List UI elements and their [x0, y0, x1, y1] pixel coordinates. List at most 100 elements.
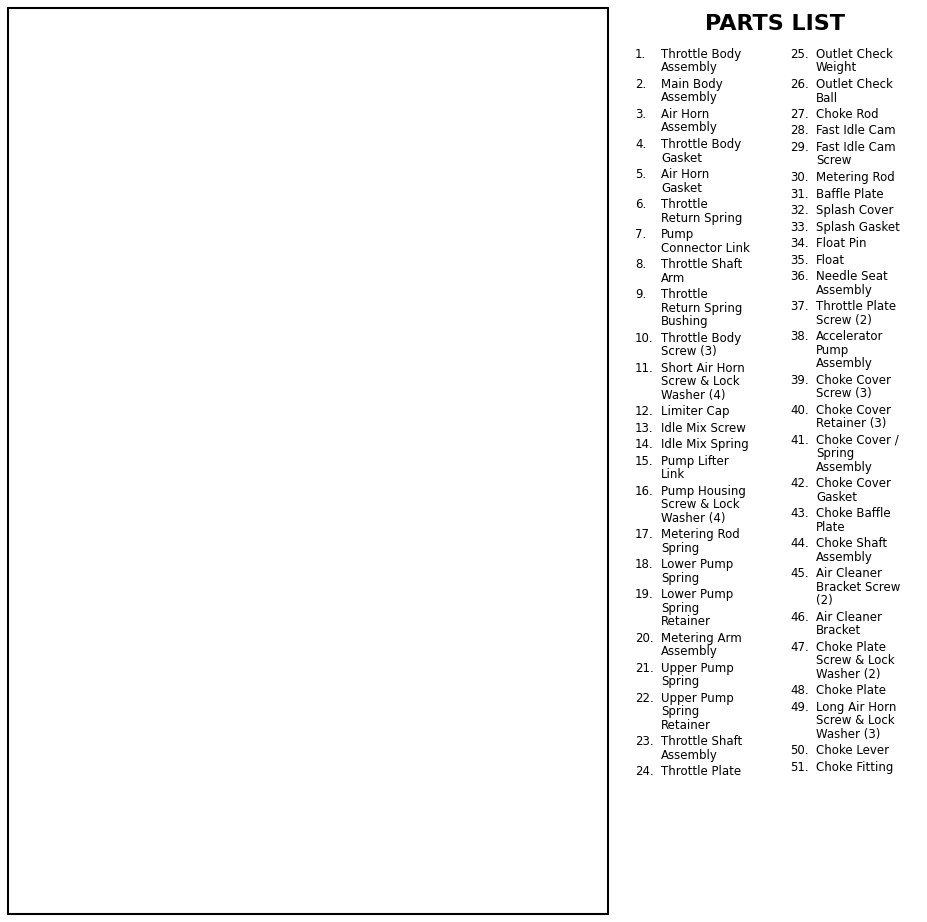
- Text: 2.: 2.: [634, 78, 645, 91]
- Text: Assembly: Assembly: [660, 749, 717, 762]
- Text: 23.: 23.: [634, 735, 653, 748]
- Text: Link: Link: [660, 468, 684, 481]
- Text: 22.: 22.: [634, 692, 653, 704]
- Text: Main Body: Main Body: [660, 78, 722, 91]
- Text: 17.: 17.: [634, 528, 653, 541]
- Text: Gasket: Gasket: [815, 491, 856, 503]
- Text: Metering Rod: Metering Rod: [815, 171, 894, 184]
- Text: Choke Fitting: Choke Fitting: [815, 761, 893, 774]
- Text: 39.: 39.: [789, 373, 807, 386]
- Text: 50.: 50.: [789, 744, 807, 757]
- Text: Gasket: Gasket: [660, 182, 701, 195]
- Text: Metering Rod: Metering Rod: [660, 528, 739, 541]
- Text: Assembly: Assembly: [815, 460, 872, 474]
- Text: 18.: 18.: [634, 558, 653, 571]
- Text: 13.: 13.: [634, 421, 653, 434]
- Text: Ball: Ball: [815, 91, 837, 104]
- Text: Assembly: Assembly: [660, 645, 717, 658]
- Text: Washer (2): Washer (2): [815, 668, 880, 680]
- Text: Outlet Check: Outlet Check: [815, 78, 892, 91]
- Text: Spring: Spring: [660, 705, 699, 718]
- Text: 38.: 38.: [789, 330, 807, 343]
- Text: Return Spring: Return Spring: [660, 301, 742, 314]
- Text: 14.: 14.: [634, 438, 653, 451]
- Text: Spring: Spring: [660, 572, 699, 585]
- Text: Assembly: Assembly: [660, 62, 717, 75]
- Text: 10.: 10.: [634, 332, 653, 345]
- Text: Washer (4): Washer (4): [660, 388, 725, 401]
- Text: Float: Float: [815, 254, 844, 266]
- Text: Bracket Screw: Bracket Screw: [815, 581, 899, 594]
- Text: Bracket: Bracket: [815, 624, 860, 637]
- Text: Splash Gasket: Splash Gasket: [815, 220, 899, 233]
- Text: 3.: 3.: [634, 108, 645, 121]
- Text: 29.: 29.: [789, 141, 807, 154]
- Text: Assembly: Assembly: [815, 283, 872, 297]
- Text: Screw (3): Screw (3): [660, 345, 716, 358]
- Text: Arm: Arm: [660, 271, 684, 285]
- Text: Choke Cover: Choke Cover: [815, 477, 890, 490]
- Text: Spring: Spring: [660, 675, 699, 688]
- Text: Screw (3): Screw (3): [815, 387, 870, 400]
- Text: Idle Mix Spring: Idle Mix Spring: [660, 438, 748, 451]
- Text: 44.: 44.: [789, 537, 807, 550]
- Text: Float Pin: Float Pin: [815, 237, 866, 250]
- Text: 47.: 47.: [789, 641, 807, 654]
- Text: 25.: 25.: [789, 48, 807, 61]
- Text: Gasket: Gasket: [660, 151, 701, 164]
- Text: Throttle: Throttle: [660, 288, 707, 301]
- Text: 34.: 34.: [789, 237, 807, 250]
- Text: Spring: Spring: [660, 541, 699, 554]
- Text: Choke Cover: Choke Cover: [815, 404, 890, 417]
- Text: Screw & Lock: Screw & Lock: [815, 654, 894, 667]
- Text: Pump Housing: Pump Housing: [660, 484, 745, 498]
- Text: 26.: 26.: [789, 78, 807, 91]
- Text: Idle Mix Screw: Idle Mix Screw: [660, 421, 745, 434]
- Text: 48.: 48.: [789, 684, 807, 697]
- Text: Throttle Body: Throttle Body: [660, 138, 741, 151]
- Text: Air Horn: Air Horn: [660, 108, 708, 121]
- Text: Fast Idle Cam: Fast Idle Cam: [815, 124, 895, 137]
- Text: 40.: 40.: [789, 404, 807, 417]
- Text: Needle Seat: Needle Seat: [815, 270, 887, 283]
- Text: 43.: 43.: [789, 507, 807, 520]
- Text: PARTS LIST: PARTS LIST: [705, 14, 844, 34]
- Text: 36.: 36.: [789, 270, 807, 283]
- Text: Choke Cover /: Choke Cover /: [815, 433, 897, 446]
- Text: 32.: 32.: [789, 204, 807, 217]
- Text: 42.: 42.: [789, 477, 807, 490]
- Text: 1.: 1.: [634, 48, 645, 61]
- Text: 7.: 7.: [634, 228, 645, 241]
- Text: 11.: 11.: [634, 361, 653, 374]
- Text: Throttle Shaft: Throttle Shaft: [660, 258, 742, 271]
- Text: Choke Lever: Choke Lever: [815, 744, 888, 757]
- Text: Screw & Lock: Screw & Lock: [660, 375, 739, 388]
- Text: Air Horn: Air Horn: [660, 168, 708, 181]
- Text: Spring: Spring: [815, 447, 854, 460]
- Text: Choke Plate: Choke Plate: [815, 684, 885, 697]
- Text: (2): (2): [815, 594, 832, 607]
- Text: Assembly: Assembly: [660, 122, 717, 135]
- Text: Choke Plate: Choke Plate: [815, 641, 885, 654]
- Text: Upper Pump: Upper Pump: [660, 661, 733, 675]
- Text: Throttle Shaft: Throttle Shaft: [660, 735, 742, 748]
- Text: Screw & Lock: Screw & Lock: [815, 714, 894, 727]
- Text: 21.: 21.: [634, 661, 653, 675]
- Text: Washer (4): Washer (4): [660, 512, 725, 525]
- Text: Fast Idle Cam: Fast Idle Cam: [815, 141, 895, 154]
- Text: Upper Pump: Upper Pump: [660, 692, 733, 704]
- Text: Metering Arm: Metering Arm: [660, 632, 741, 644]
- Text: Lower Pump: Lower Pump: [660, 588, 732, 601]
- Text: Air Cleaner: Air Cleaner: [815, 567, 881, 580]
- Text: Throttle Plate: Throttle Plate: [815, 300, 895, 313]
- Text: 33.: 33.: [789, 220, 807, 233]
- Text: 5.: 5.: [634, 168, 645, 181]
- Text: 37.: 37.: [789, 300, 807, 313]
- Text: Weight: Weight: [815, 62, 857, 75]
- Text: Accelerator: Accelerator: [815, 330, 883, 343]
- Text: Long Air Horn: Long Air Horn: [815, 701, 895, 714]
- Text: Assembly: Assembly: [660, 91, 717, 104]
- Text: Bushing: Bushing: [660, 315, 708, 328]
- Text: Screw & Lock: Screw & Lock: [660, 498, 739, 511]
- Text: 19.: 19.: [634, 588, 653, 601]
